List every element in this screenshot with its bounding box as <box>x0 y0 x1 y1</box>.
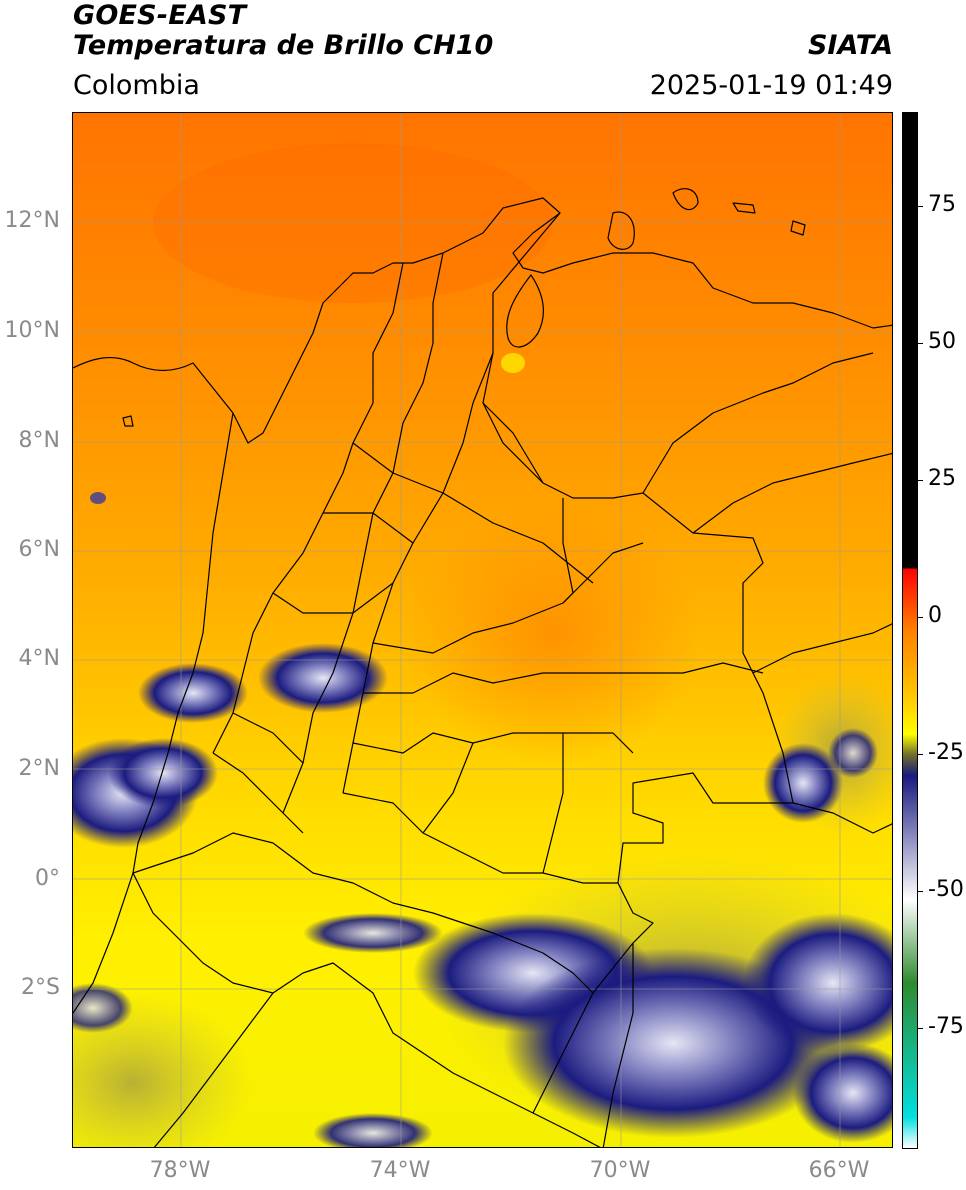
colorbar-tick <box>917 754 923 755</box>
lon-label: 78°W <box>149 1158 211 1183</box>
colorbar-tick <box>917 343 923 344</box>
storm-cloud <box>743 913 892 1053</box>
region-label: Colombia <box>73 70 200 101</box>
lon-label: 70°W <box>589 1158 651 1183</box>
satellite-map <box>73 113 892 1147</box>
colorbar-label: 0 <box>928 603 942 628</box>
lat-label: 2°N <box>18 756 60 781</box>
storm-cloud <box>828 728 878 778</box>
colorbar-tick <box>917 617 923 618</box>
temperature-colorbar <box>902 112 918 1149</box>
boundaries <box>73 188 892 1147</box>
storm-cloud <box>258 643 388 713</box>
graticule <box>73 113 892 1147</box>
colorbar-tick <box>917 1028 923 1029</box>
storm-cloud <box>303 913 443 953</box>
colorbar-tick <box>917 206 923 207</box>
colorbar-label: -75 <box>928 1014 964 1039</box>
lat-label: 4°N <box>18 646 60 671</box>
storm-cloud <box>138 663 248 723</box>
storm-cloud <box>73 983 133 1033</box>
colorbar-label: 25 <box>928 466 956 491</box>
colorbar-label: -25 <box>928 740 964 765</box>
timestamp-label: 2025-01-19 01:49 <box>649 70 893 101</box>
lat-label: 0° <box>35 866 60 891</box>
title-line1: GOES-EAST <box>73 0 247 31</box>
map-panel[interactable] <box>72 112 893 1148</box>
colorbar-tick <box>917 480 923 481</box>
storm-cloud <box>90 492 106 504</box>
brand-label: SIATA <box>807 30 893 61</box>
title-line2: Temperatura de Brillo CH10 <box>73 30 494 61</box>
warm-region <box>403 503 703 763</box>
lon-label: 66°W <box>808 1158 870 1183</box>
cloud-area <box>73 993 253 1147</box>
lon-label: 74°W <box>369 1158 431 1183</box>
storm-cloud <box>793 1043 892 1143</box>
colorbar-label: -50 <box>928 877 964 902</box>
lat-label: 6°N <box>18 537 60 562</box>
colorbar-tick <box>917 891 923 892</box>
warm-region <box>153 143 553 303</box>
lat-label: 12°N <box>4 208 60 233</box>
lat-label: 10°N <box>4 318 60 343</box>
colorbar-label: 50 <box>928 329 956 354</box>
storm-cloud <box>501 353 525 373</box>
lat-label: 2°S <box>21 975 60 1000</box>
storm-cloud <box>108 738 218 808</box>
lat-label: 8°N <box>18 428 60 453</box>
colorbar-label: 75 <box>928 192 956 217</box>
storm-cloud <box>313 1113 433 1147</box>
